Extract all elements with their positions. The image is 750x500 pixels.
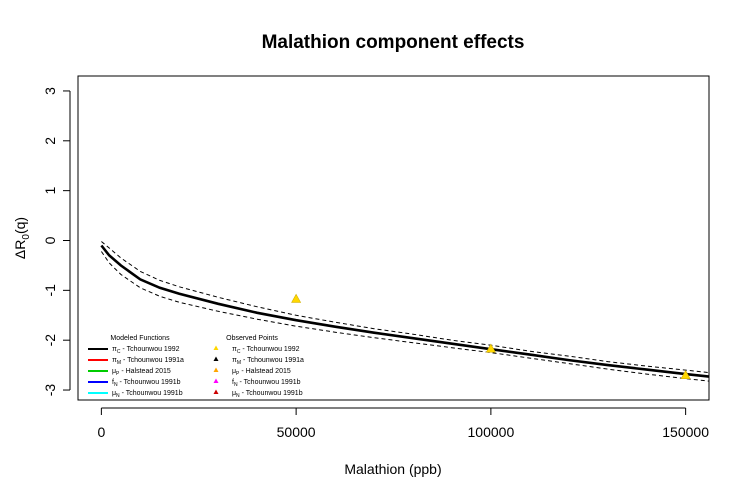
y-tick-label: 2 — [42, 137, 58, 145]
legend-entry-symbol: π — [232, 346, 237, 353]
legend-title: Modeled Functions — [110, 335, 170, 342]
legend-entry-subscript: N — [236, 393, 240, 399]
legend-entry-symbol: π — [112, 357, 117, 364]
legend-entry-subscript: N — [116, 393, 120, 399]
legend-entry-subscript: M — [237, 360, 241, 366]
legend-entry-text: - Halstead 2015 — [239, 368, 290, 375]
legend-title: Observed Points — [226, 335, 278, 342]
y-tick-label: 1 — [42, 187, 58, 195]
legend-entry-label: fN - Tchounwou 1991b — [232, 379, 301, 388]
legend-entry-subscript: N — [114, 382, 118, 388]
legend-entry-subscript: M — [117, 360, 121, 366]
legend-triangle-swatch — [213, 389, 219, 394]
x-tick-label: 0 — [97, 424, 105, 440]
y-tick-label: 0 — [42, 236, 58, 244]
legend-entry-label: μP - Halstead 2015 — [112, 368, 171, 377]
series-ci-upper — [101, 241, 710, 374]
chart-title: Malathion component effects — [262, 32, 525, 53]
legend-entry-text: - Tchounwou 1991b — [240, 390, 303, 397]
y-tick-label: 3 — [42, 87, 58, 95]
legend-entry-symbol: π — [232, 357, 237, 364]
x-tick-label: 50000 — [277, 424, 316, 440]
legend-entry-symbol: μ — [112, 390, 116, 397]
legend-entry-label: μN - Tchounwou 1991b — [232, 390, 303, 399]
legend-entry-text: - Halstead 2015 — [119, 368, 170, 375]
x-axis-label: Malathion (ppb) — [344, 461, 441, 477]
legend-entry-label: πC - Tchounwou 1992 — [232, 346, 300, 355]
series-fit — [100, 244, 710, 378]
legend-entry-subscript: P — [116, 371, 120, 377]
data-point — [291, 293, 302, 303]
legend-entry-text: - Tchounwou 1991a — [121, 357, 184, 364]
series-ci-lower — [100, 251, 710, 382]
legend-triangle-swatch — [213, 345, 219, 350]
legend-entry-text: - Tchounwou 1991b — [120, 390, 183, 397]
legend-entry-label: πM - Tchounwou 1991a — [112, 357, 184, 366]
legend-entry-text: - Tchounwou 1992 — [240, 346, 299, 353]
y-tick-label: -2 — [42, 334, 58, 347]
legend-entry-label: πM - Tchounwou 1991a — [232, 357, 304, 366]
y-axis: 3 2 1 0 -1 -2 -3 — [42, 87, 71, 397]
legend-entry-text: - Tchounwou 1992 — [120, 346, 179, 353]
legend-triangle-swatch — [213, 356, 219, 361]
x-axis: 0 50000 100000 150000 — [97, 407, 709, 440]
legend-entry-subscript: C — [237, 349, 241, 355]
y-tick-label: -3 — [42, 384, 58, 397]
y-axis-label-sub: 0 — [21, 234, 32, 240]
series-layer — [100, 241, 710, 382]
x-tick-label: 100000 — [468, 424, 515, 440]
legend-triangle-swatch — [213, 367, 219, 372]
legend-entry-symbol: f — [232, 379, 234, 386]
legend-entry-symbol: μ — [232, 368, 236, 375]
legend-entry-text: - Tchounwou 1991b — [118, 379, 181, 386]
legend-triangle-swatch — [213, 378, 219, 383]
legend-entry-label: μP - Halstead 2015 — [232, 368, 291, 377]
legend-entry-subscript: P — [236, 371, 240, 377]
y-tick-label: -1 — [42, 284, 58, 297]
legend-entry-text: - Tchounwou 1991b — [238, 379, 301, 386]
y-axis-label: ΔR0(q) — [12, 217, 32, 259]
legend-entry-subscript: C — [117, 349, 121, 355]
legend-entry-label: μN - Tchounwou 1991b — [112, 390, 183, 399]
legend-entry-label: πC - Tchounwou 1992 — [112, 346, 180, 355]
legend-entry-symbol: μ — [112, 368, 116, 375]
legend-entry-text: - Tchounwou 1991a — [241, 357, 304, 364]
data-point — [485, 343, 496, 353]
legend-entry-subscript: N — [234, 382, 238, 388]
legend-entry-label: fN - Tchounwou 1991b — [112, 379, 181, 388]
x-tick-label: 150000 — [662, 424, 709, 440]
y-axis-label-main: ΔR — [12, 240, 28, 259]
data-point — [680, 369, 691, 379]
plot-frame — [77, 75, 710, 401]
legend-entry-symbol: π — [112, 346, 117, 353]
y-axis-label-suffix: (q) — [12, 217, 28, 234]
legend-entry-symbol: f — [112, 379, 114, 386]
points-layer — [291, 293, 691, 379]
legend-entry-symbol: μ — [232, 390, 236, 397]
